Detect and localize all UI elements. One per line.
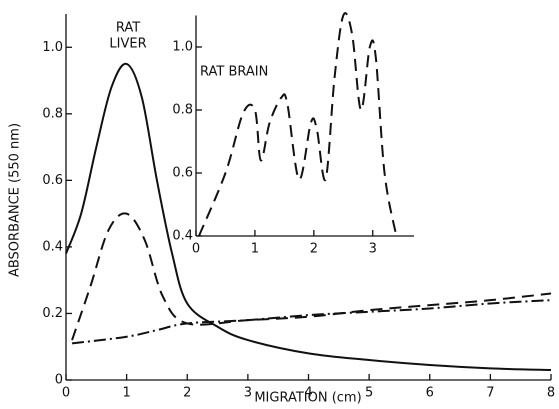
- x-tick-label: 3: [244, 386, 252, 401]
- x-tick-label: 8: [547, 386, 555, 401]
- annotation: RAT BRAIN: [200, 65, 268, 80]
- y-tick-label: 0.8: [42, 106, 63, 121]
- x-tick-label: 1: [122, 386, 130, 401]
- x-tick-label: 2: [183, 386, 191, 401]
- y-tick-label: 0.4: [42, 239, 63, 254]
- x-tick-label: 5: [365, 386, 373, 401]
- data-line: [65, 62, 552, 372]
- x-tick-label: 0: [192, 242, 200, 257]
- x-tick-label: 1: [251, 242, 259, 257]
- y-tick-label: 0.6: [172, 166, 193, 181]
- y-tick-label: 0.4: [172, 229, 193, 244]
- x-tick-label: 0: [62, 386, 70, 401]
- x-tick-label: 6: [426, 386, 434, 401]
- y-tick-label: 0.2: [42, 306, 63, 321]
- data-line: [198, 12, 398, 237]
- annotation: LIVER: [109, 37, 146, 52]
- y-tick-label: 0.8: [172, 103, 193, 118]
- y-tick-label: 0.6: [42, 173, 63, 188]
- y-tick-label: 1.0: [42, 40, 63, 55]
- data-line: [71, 212, 552, 341]
- x-tick-label: 2: [310, 242, 318, 257]
- y-axis-label: ABSORBANCE (550 nm): [8, 123, 23, 277]
- x-tick-label: 7: [486, 386, 494, 401]
- annotation: RAT: [116, 21, 140, 36]
- x-tick-label: 3: [369, 242, 377, 257]
- y-tick-label: 1.0: [172, 40, 193, 55]
- x-axis-label: MIGRATION (cm): [254, 391, 361, 406]
- y-tick-label: 0: [55, 373, 63, 388]
- x-tick-label: 4: [304, 386, 312, 401]
- data-line: [71, 299, 552, 345]
